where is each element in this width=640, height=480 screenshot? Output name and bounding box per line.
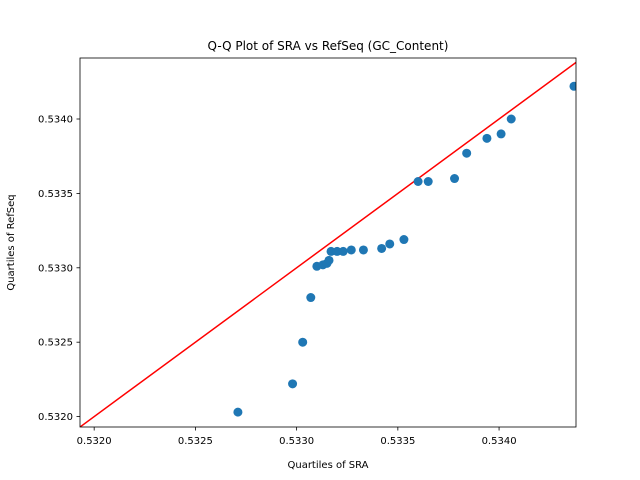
data-point: [450, 174, 460, 184]
reference-line: [80, 61, 576, 427]
data-point: [506, 114, 516, 124]
y-tick-label: 0.5335: [38, 189, 73, 200]
x-tick-label: 0.5320: [77, 436, 112, 447]
plot-frame: [79, 57, 577, 428]
data-point: [338, 246, 348, 256]
data-point: [385, 239, 395, 249]
data-point: [306, 293, 316, 303]
x-axis-label: Quartiles of SRA: [287, 460, 368, 471]
chart-title: Q-Q Plot of SRA vs RefSeq (GC_Content): [208, 39, 449, 53]
data-point: [413, 176, 423, 186]
y-tick-label: 0.5320: [38, 412, 73, 423]
data-point: [496, 129, 506, 139]
data-point: [377, 243, 387, 253]
y-tick-label: 0.5330: [38, 263, 73, 274]
x-tick-label: 0.5335: [380, 436, 415, 447]
data-point: [482, 133, 492, 143]
data-point: [324, 255, 334, 265]
y-tick-label: 0.5325: [38, 338, 73, 349]
data-point: [346, 245, 356, 255]
data-point: [233, 407, 243, 417]
x-tick-label: 0.5325: [178, 436, 213, 447]
data-point: [462, 148, 472, 158]
x-tick-label: 0.5340: [482, 436, 517, 447]
data-point: [399, 235, 409, 245]
data-point: [358, 245, 368, 255]
data-point: [298, 337, 308, 347]
data-point: [423, 176, 433, 186]
data-point: [569, 81, 576, 91]
data-point: [288, 379, 298, 389]
y-axis-label: Quartiles of RefSeq: [6, 194, 17, 290]
x-tick-label: 0.5330: [279, 436, 314, 447]
y-tick-label: 0.5340: [38, 115, 73, 126]
